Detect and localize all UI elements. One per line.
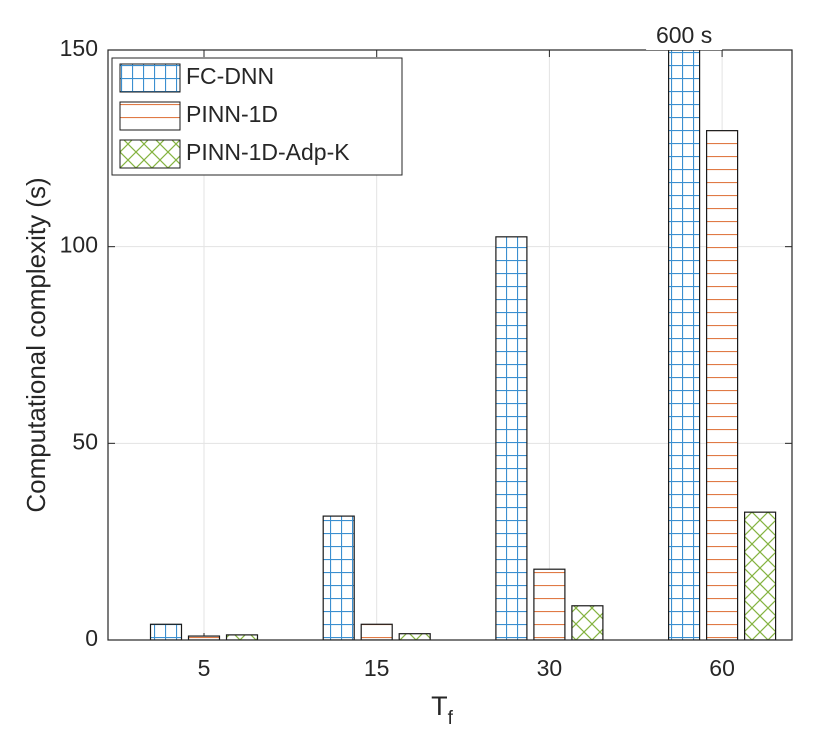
bar bbox=[533, 568, 566, 640]
x-tick-label: 15 bbox=[364, 655, 390, 681]
bar bbox=[705, 130, 739, 640]
x-tick-label: 60 bbox=[709, 655, 735, 681]
legend-swatch bbox=[119, 63, 181, 93]
bar bbox=[571, 605, 604, 640]
bars bbox=[149, 50, 777, 640]
y-axis-label: Computational complexity (s) bbox=[21, 177, 51, 512]
y-tick-label: 100 bbox=[60, 232, 98, 258]
legend-label: PINN-1D-Adp-K bbox=[186, 139, 350, 165]
y-tick-label: 0 bbox=[85, 625, 98, 651]
x-axis-label-sub: f bbox=[448, 708, 454, 729]
bar bbox=[360, 623, 393, 640]
bar bbox=[149, 623, 183, 640]
annotation-bg bbox=[646, 22, 723, 50]
bar bbox=[225, 634, 259, 640]
y-tick-label: 150 bbox=[60, 35, 98, 61]
x-tick-label: 30 bbox=[537, 655, 563, 681]
bar bbox=[398, 633, 431, 640]
x-tick-label: 5 bbox=[198, 655, 211, 681]
legend-swatch bbox=[119, 139, 181, 169]
x-axis-label: Tf bbox=[431, 691, 454, 729]
annotation: 600 s bbox=[656, 22, 712, 48]
bar bbox=[495, 236, 528, 640]
bar bbox=[667, 50, 701, 640]
plot-frame bbox=[107, 49, 793, 641]
legend-label: PINN-1D bbox=[186, 101, 278, 127]
y-tick-label: 50 bbox=[72, 428, 98, 454]
legend: FC-DNN PINN-1D PINN-1D-Adp-K bbox=[111, 57, 403, 176]
legend-label: FC-DNN bbox=[186, 63, 274, 89]
bar bbox=[322, 515, 355, 640]
legend-swatch bbox=[119, 101, 181, 131]
x-axis-label-main: T bbox=[431, 691, 448, 721]
bar bbox=[743, 511, 777, 640]
